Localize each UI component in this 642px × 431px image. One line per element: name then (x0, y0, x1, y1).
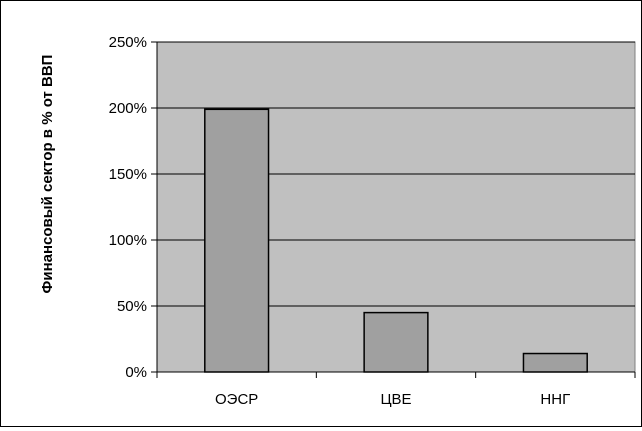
bar (204, 108, 270, 373)
x-tick-label: ЦВЕ (380, 391, 411, 408)
y-tick-label: 100% (109, 232, 147, 249)
y-tick-label: 0% (125, 364, 147, 381)
x-tick-label: ОЭСР (215, 391, 258, 408)
bar (363, 311, 429, 373)
y-axis-label: Финансовый сектор в % от ВВП (39, 55, 56, 294)
x-tick-label: ННГ (540, 391, 570, 408)
y-tick-label: 50% (117, 298, 147, 315)
bar (522, 352, 588, 373)
y-tick-label: 200% (109, 100, 147, 117)
x-tick-labels: ОЭСР ЦВЕ ННГ (215, 391, 570, 408)
y-tick-label: 250% (109, 34, 147, 51)
y-tick-labels: 0% 50% 100% 150% 200% 250% (109, 34, 147, 381)
axes (151, 41, 636, 378)
y-tick-label: 150% (109, 166, 147, 183)
